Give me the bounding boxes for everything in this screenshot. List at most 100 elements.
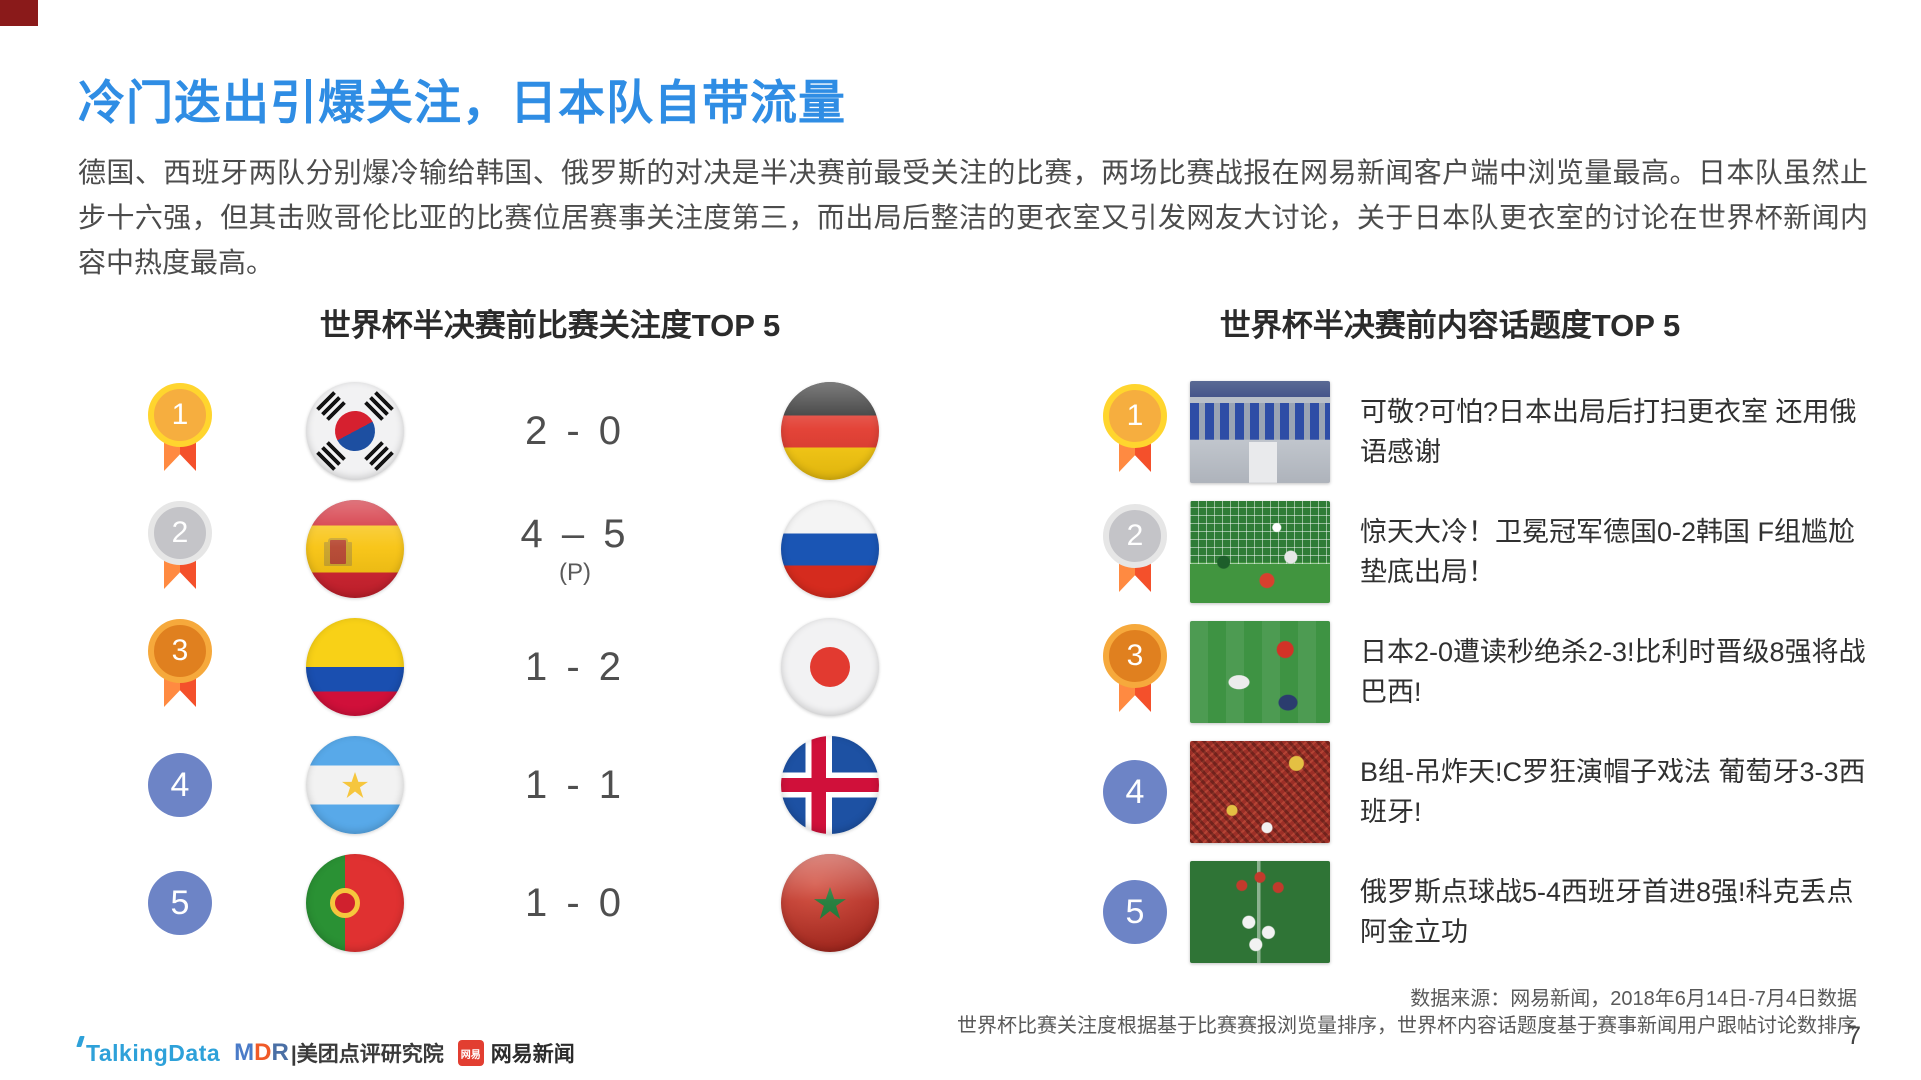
thumbnail-cell [1190,381,1360,483]
away-team-cell [680,382,980,480]
players-on-pitch-thumbnail [1190,621,1330,723]
home-team-cell [240,382,470,480]
thumbnail-cell [1190,621,1360,723]
home-team-cell [240,618,470,716]
thumbnail-cell [1190,741,1360,843]
rank-cell: 4 [120,753,240,817]
match-row: 3 1 - 2 [120,608,980,726]
data-source-line1: 数据来源：网易新闻，2018年6月14日-7月4日数据 [1410,988,1857,1010]
germany-flag-icon [781,382,879,480]
locker-room-thumbnail [1190,381,1330,483]
content-topic-ranking-list: 1 可敬?可怕?日本出局后打扫更衣室 还用俄语感谢 2 惊天大冷！卫冕冠军德国0-2韩… [1080,372,1890,972]
home-team-cell [240,736,470,834]
away-team-cell [680,618,980,716]
medal-rank-number: 1 [1103,384,1167,448]
rank-cell: 1 [120,383,240,479]
page-title: 冷门迭出引爆关注，日本队自带流量 [78,76,846,129]
medal-rank-number: 2 [1103,504,1167,568]
argentina-flag-detail [342,772,368,798]
netease-news-label: 网易新闻 [490,1043,575,1066]
rank-3-medal-icon: 3 [145,619,215,715]
rank-cell: 3 [1080,624,1190,720]
score-cell: 2 - 0 [470,409,680,454]
portugal-flag-detail [330,888,360,918]
argentina-flag-icon [306,736,404,834]
spain-flag-icon [306,500,404,598]
rank-cell: 5 [120,871,240,935]
talkingdata-logo-text: TalkingData [86,1039,221,1066]
south-korea-flag-icon [306,382,404,480]
thumbnail-cell [1190,861,1360,963]
medal-rank-number: 1 [148,383,212,447]
mdr-logo-letters: MDR [234,1039,289,1066]
match-row: 1 2 - 0 [120,372,980,490]
medal-rank-number: 3 [1103,624,1167,688]
news-topic-row: 2 惊天大冷！卫冕冠军德国0-2韩国 F组尴尬垫底出局！ [1080,492,1890,612]
rank-cell: 3 [120,619,240,715]
rank-cell: 2 [120,501,240,597]
match-row: 5 1 - 0 [120,844,980,962]
colombia-flag-icon [306,618,404,716]
rank-cell: 4 [1080,760,1190,824]
talkingdata-tick-icon [76,1035,85,1047]
rank-2-medal-icon: 2 [145,501,215,597]
rank-3-medal-icon: 3 [1100,624,1170,720]
intro-paragraph: 德国、西班牙两队分别爆冷输给韩国、俄罗斯的对决是半决赛前最受关注的比赛，两场比赛… [78,157,1868,278]
match-score: 1 - 0 [524,880,626,925]
portugal-flag-icon [306,854,404,952]
score-cell: 1 - 1 [470,763,680,808]
talkingdata-logo: TalkingData [76,1035,221,1067]
meituan-dianping-research-logo: MDR |美团点评研究院 [234,1038,444,1068]
match-score: 4 – 5 [520,511,630,556]
match-score: 1 - 1 [524,762,626,807]
goal-net-thumbnail [1190,501,1330,603]
pitch-celebration-thumbnail [1190,861,1330,963]
news-headline: 惊天大冷！卫冕冠军德国0-2韩国 F组尴尬垫底出局！ [1360,517,1856,587]
match-row: 4 1 - 1 [120,726,980,844]
data-source-note: 数据来源：网易新闻，2018年6月14日-7月4日数据 世界杯比赛关注度根据基于… [657,986,1857,1040]
medal-rank-number: 3 [148,619,212,683]
medal-rank-number: 2 [148,501,212,565]
news-headline: 俄罗斯点球战5-4西班牙首进8强!科克丢点阿金立功 [1360,877,1854,947]
score-cell: 4 – 5 (P) [470,512,680,587]
rank-4-badge: 4 [1103,760,1167,824]
news-topic-row: 3 日本2-0遭读秒绝杀2-3!比利时晋级8强将战巴西! [1080,612,1890,732]
match-attention-section-title: 世界杯半决赛前比赛关注度TOP 5 [319,308,781,343]
japan-flag-icon [781,618,879,716]
news-topic-row: 5 俄罗斯点球战5-4西班牙首进8强!科克丢点阿金立功 [1080,852,1890,972]
data-source-line2: 世界杯比赛关注度根据基于比赛赛报浏览量排序，世界杯内容话题度基于赛事新闻用户跟帖… [957,1015,1857,1037]
japan-flag-detail [810,647,850,687]
morocco-flag-detail [814,887,846,919]
rank-5-badge: 5 [1103,880,1167,944]
rank-1-medal-icon: 1 [145,383,215,479]
rank-5-badge: 5 [148,871,212,935]
iceland-flag-icon [781,736,879,834]
spain-flag-detail [328,538,348,566]
match-row: 2 4 – 5 (P) [120,490,980,608]
news-topic-row: 4 B组-吊炸天!C罗狂演帽子戏法 葡萄牙3-3西班牙! [1080,732,1890,852]
meituan-research-label: |美团点评研究院 [290,1043,444,1066]
match-score: 2 - 0 [524,408,626,453]
score-cell: 1 - 0 [470,881,680,926]
morocco-flag-icon [781,854,879,952]
rank-4-badge: 4 [148,753,212,817]
rank-cell: 5 [1080,880,1190,944]
page-number: 7 [1847,1022,1861,1050]
rank-2-medal-icon: 2 [1100,504,1170,600]
russia-flag-icon [781,500,879,598]
rank-cell: 2 [1080,504,1190,600]
rank-1-medal-icon: 1 [1100,384,1170,480]
penalty-shootout-note: (P) [559,558,591,586]
match-attention-ranking-list: 1 2 - 0 2 4 – 5 (P) 3 1 - 2 4 1 - 1 5 1 - 0 [120,372,980,962]
news-headline: B组-吊炸天!C罗狂演帽子戏法 葡萄牙3-3西班牙! [1360,757,1866,827]
netease-news-logo: 网易 网易新闻 [457,1038,575,1068]
away-team-cell [680,500,980,598]
rank-cell: 1 [1080,384,1190,480]
home-team-cell [240,854,470,952]
score-cell: 1 - 2 [470,645,680,690]
thumbnail-cell [1190,501,1360,603]
away-team-cell [680,854,980,952]
content-topic-section-title: 世界杯半决赛前内容话题度TOP 5 [1219,308,1681,343]
news-headline: 可敬?可怕?日本出局后打扫更衣室 还用俄语感谢 [1360,397,1857,467]
